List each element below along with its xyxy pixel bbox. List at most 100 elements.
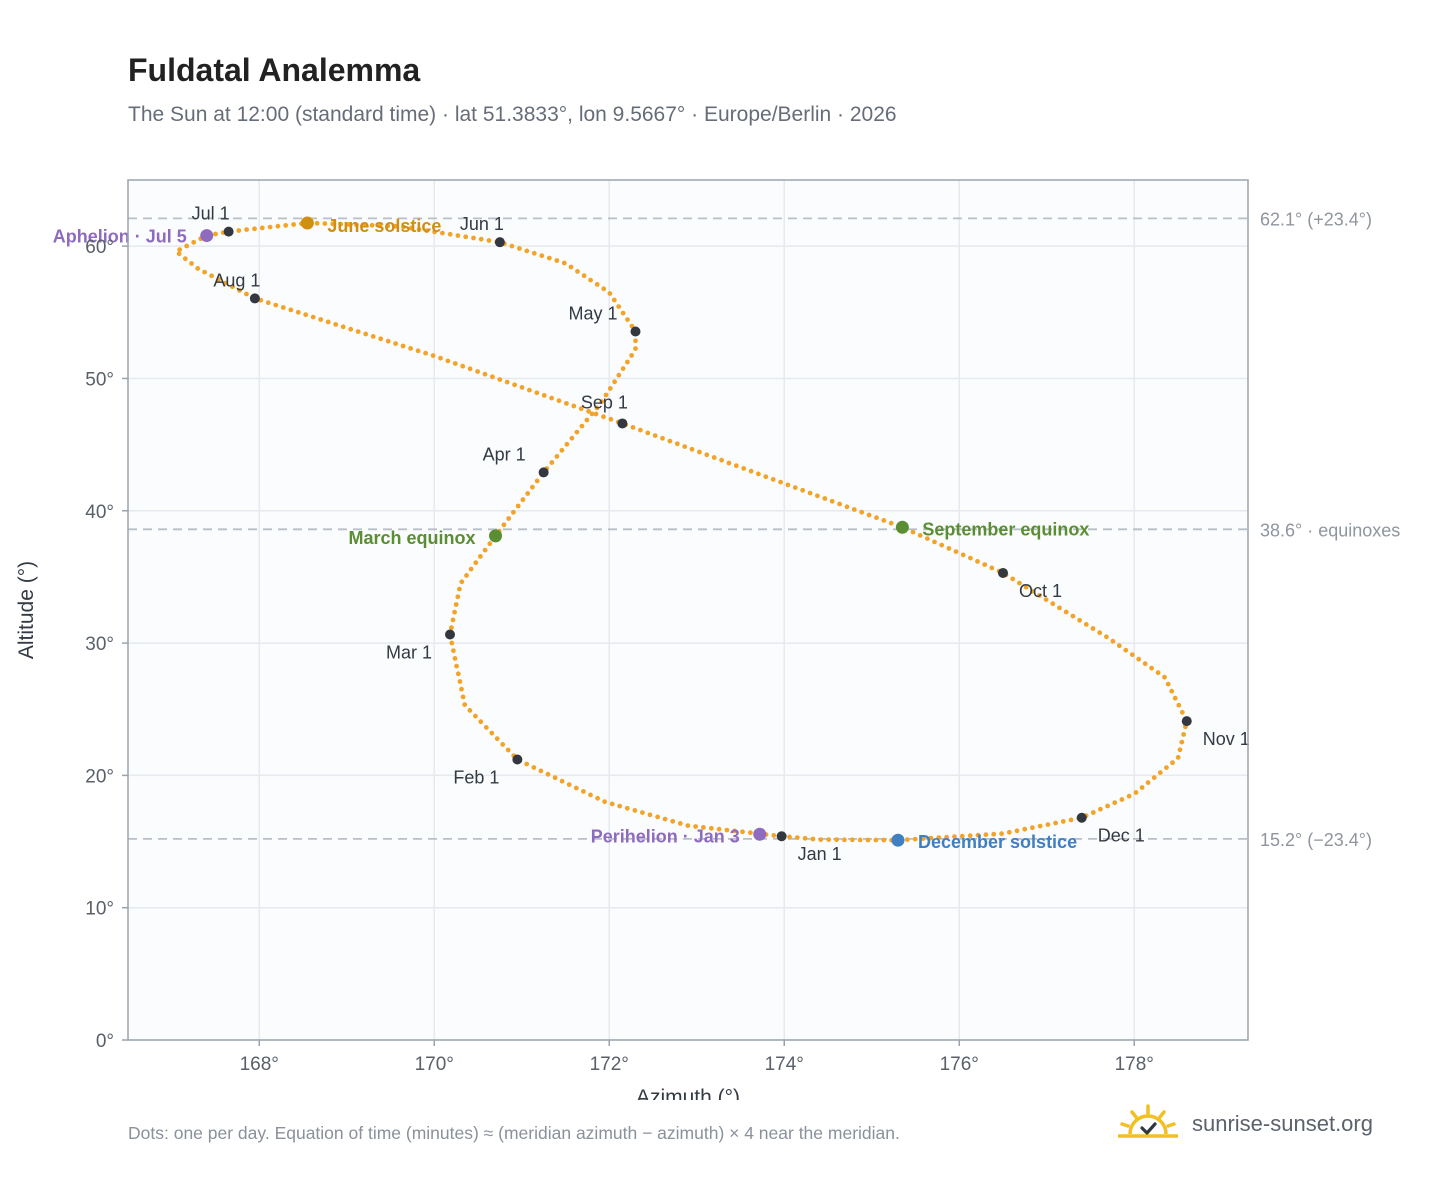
daily-dot	[1136, 656, 1142, 662]
daily-dot	[509, 243, 515, 249]
daily-dot	[325, 319, 331, 325]
daily-dot	[1116, 643, 1122, 649]
y-tick-label: 10°	[85, 899, 114, 920]
footnote: Dots: one per day. Equation of time (min…	[128, 1123, 900, 1143]
daily-dot	[445, 358, 451, 364]
event-marker	[489, 529, 502, 543]
daily-dot	[318, 317, 324, 322]
daily-dot	[724, 827, 730, 833]
daily-dot	[538, 768, 544, 774]
daily-dot	[1157, 770, 1163, 775]
daily-dot	[920, 836, 926, 841]
daily-dot	[1006, 829, 1012, 835]
daily-dot	[455, 671, 461, 677]
month-label: Nov 1	[1203, 729, 1250, 749]
daily-dot	[588, 277, 593, 283]
daily-dot	[1181, 732, 1186, 737]
event-label: March equinox	[348, 528, 475, 548]
x-axis-title: Azimuth (°)	[636, 1086, 740, 1100]
month-marker	[223, 226, 234, 237]
daily-dot	[457, 586, 462, 592]
daily-dot	[842, 837, 847, 843]
daily-dot	[748, 468, 754, 474]
daily-dot	[1014, 828, 1020, 834]
daily-dot	[792, 485, 798, 490]
daily-dot	[810, 836, 816, 842]
daily-dot	[599, 399, 605, 404]
daily-dot	[953, 549, 959, 554]
y-axis-title: Altitude (°)	[15, 561, 38, 659]
daily-dot	[489, 730, 495, 736]
axis-ticks: 168° 170° 172° 174° 176° 178° 0° 10° 20° 30° 40° 50…	[85, 237, 1154, 1075]
daily-dot	[385, 223, 391, 229]
daily-dot	[423, 350, 428, 356]
daily-dot	[452, 609, 457, 615]
brand[interactable]: sunrise-sunset.org	[1118, 1100, 1373, 1148]
daily-dot	[770, 477, 776, 482]
daily-dot	[216, 277, 222, 282]
daily-dot	[586, 408, 591, 414]
daily-dot	[501, 522, 507, 528]
daily-dot	[478, 236, 484, 242]
daily-dot	[475, 369, 480, 374]
daily-dot	[506, 516, 512, 521]
daily-dot	[1133, 790, 1139, 795]
daily-dot	[794, 835, 800, 840]
plot-area	[128, 180, 1248, 1040]
daily-dot	[1043, 597, 1049, 602]
daily-dot	[660, 435, 665, 441]
daily-dot	[1068, 817, 1074, 823]
daily-dot	[1010, 576, 1016, 582]
daily-dot	[340, 324, 346, 330]
daily-dot	[624, 805, 630, 811]
daily-dot	[1045, 822, 1051, 827]
daily-dot	[1179, 709, 1185, 715]
daily-dot	[630, 425, 636, 430]
daily-dot	[748, 830, 753, 836]
daily-dot	[280, 305, 286, 310]
y-tick-label: 30°	[85, 634, 114, 655]
month-marker	[494, 237, 505, 248]
daily-dot	[467, 366, 473, 372]
y-tick-label: 20°	[85, 766, 114, 787]
daily-dot	[1070, 613, 1076, 619]
month-marker	[617, 418, 628, 429]
daily-dot	[459, 579, 465, 585]
daily-dot	[408, 346, 413, 351]
daily-dot	[917, 533, 923, 538]
daily-dot	[438, 355, 443, 361]
daily-dot	[333, 322, 339, 327]
daily-dot	[1097, 630, 1103, 636]
daily-dot	[611, 297, 617, 303]
daily-dot	[497, 377, 503, 382]
daily-dot	[393, 223, 399, 229]
daily-dot	[505, 747, 511, 753]
daily-dot	[1063, 609, 1069, 615]
daily-dot	[633, 346, 638, 351]
daily-dot	[575, 269, 580, 274]
daily-dot	[888, 520, 894, 526]
month-marker	[1076, 812, 1087, 823]
daily-dot	[866, 512, 872, 518]
daily-dot	[478, 554, 483, 559]
daily-dot	[202, 269, 208, 275]
month-label: Mar 1	[386, 642, 432, 662]
daily-dot	[244, 227, 250, 233]
daily-dot	[1090, 626, 1096, 631]
daily-dot	[1037, 593, 1042, 598]
chart-title: Fuldatal Analemma	[128, 52, 421, 88]
chart-subtitle: The Sun at 12:00 (standard time) · lat 5…	[128, 103, 897, 126]
daily-dot	[1175, 755, 1181, 760]
daily-dot	[176, 251, 182, 257]
daily-dot	[512, 382, 517, 388]
month-marker	[998, 567, 1008, 578]
event-marker	[200, 229, 214, 243]
daily-dot	[834, 837, 839, 843]
daily-dot	[991, 831, 997, 837]
daily-dot	[283, 223, 289, 228]
month-label: Jul 1	[192, 204, 230, 224]
daily-dot	[632, 808, 638, 813]
reference-lines: 62.1° (+23.4°) 38.6° · equinoxes 15.2° (−2…	[128, 209, 1400, 850]
daily-dot	[385, 338, 391, 344]
daily-dot	[584, 417, 590, 423]
